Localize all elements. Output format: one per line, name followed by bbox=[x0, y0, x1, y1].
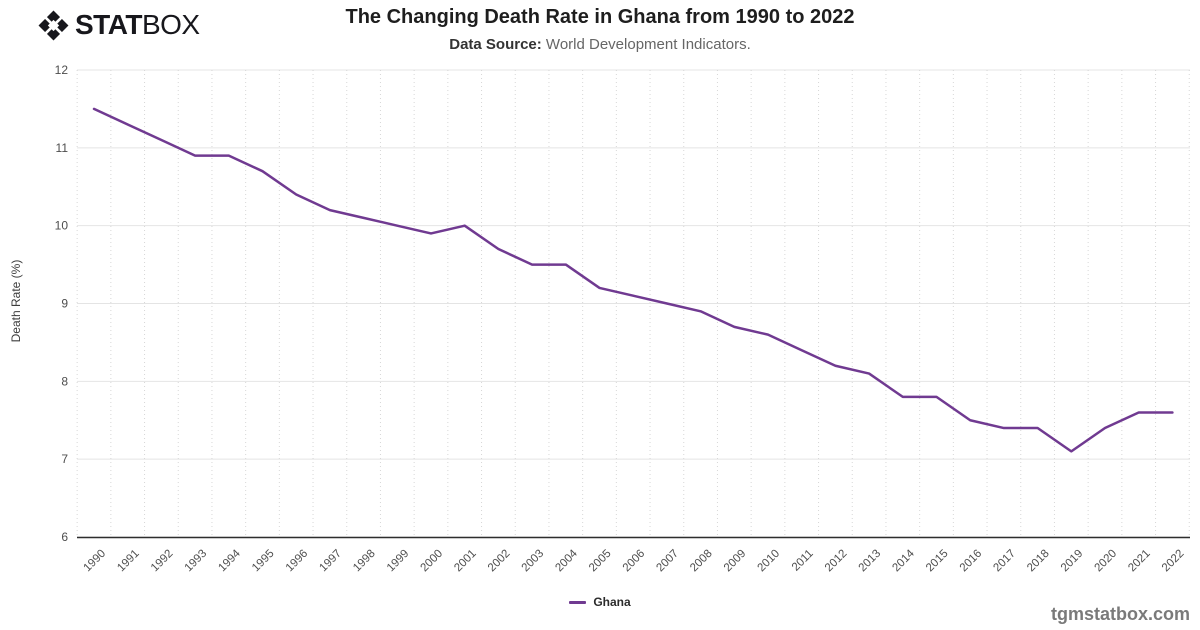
watermark-text: tgmstatbox.com bbox=[1050, 604, 1190, 624]
x-tick-label: 2016 bbox=[958, 548, 985, 575]
y-tick-label: 7 bbox=[61, 452, 68, 466]
x-tick-label: 1990 bbox=[82, 548, 109, 575]
x-tick-label: 1997 bbox=[317, 548, 344, 575]
x-tick-label: 2004 bbox=[553, 547, 580, 574]
x-tick-label: 2010 bbox=[756, 548, 783, 575]
x-tick-label: 1993 bbox=[183, 548, 210, 575]
x-tick-label: 2015 bbox=[924, 548, 951, 575]
x-tick-label: 2017 bbox=[991, 548, 1018, 575]
chart-title: The Changing Death Rate in Ghana from 19… bbox=[345, 6, 855, 28]
statbox-logo: STATBOX bbox=[38, 9, 200, 41]
x-tick-label: 2007 bbox=[654, 548, 681, 575]
legend-series-label: Ghana bbox=[593, 595, 631, 609]
x-tick-label: 2022 bbox=[1160, 548, 1187, 575]
x-tick-label: 1999 bbox=[385, 548, 412, 575]
y-tick-label: 9 bbox=[61, 297, 68, 311]
x-tick-label: 1991 bbox=[115, 548, 142, 575]
x-tick-label: 2013 bbox=[857, 548, 884, 575]
x-tick-label: 2011 bbox=[790, 548, 816, 574]
y-tick-label: 11 bbox=[56, 141, 69, 155]
logo-wordmark: STATBOX bbox=[75, 9, 200, 41]
chart-subtitle: Data Source: World Development Indicator… bbox=[0, 36, 1200, 53]
x-tick-label: 1994 bbox=[216, 547, 243, 574]
x-tick-label: 2006 bbox=[621, 548, 648, 575]
x-tick-label: 2001 bbox=[452, 548, 479, 575]
y-tick-label: 10 bbox=[55, 219, 69, 233]
x-tick-label: 2002 bbox=[486, 548, 513, 575]
x-tick-label: 2009 bbox=[722, 548, 749, 575]
data-source-label: Data Source: bbox=[449, 36, 542, 53]
y-tick-label: 8 bbox=[61, 374, 68, 388]
y-tick-label: 12 bbox=[55, 63, 69, 77]
x-tick-label: 2003 bbox=[520, 548, 547, 575]
logo-box-text: BOX bbox=[141, 9, 200, 40]
x-tick-label: 2005 bbox=[587, 548, 614, 575]
x-tick-label: 1998 bbox=[351, 548, 378, 575]
statbox-diamond-icon bbox=[38, 10, 69, 40]
x-tick-label: 2018 bbox=[1025, 548, 1052, 575]
legend-line-swatch bbox=[569, 600, 587, 604]
x-tick-label: 2012 bbox=[823, 548, 850, 575]
legend: Ghana bbox=[0, 595, 1200, 609]
x-tick-label: 1995 bbox=[250, 548, 277, 575]
x-tick-label: 2008 bbox=[688, 548, 715, 575]
series-line-ghana bbox=[92, 107, 1174, 453]
x-tick-label: 2020 bbox=[1093, 548, 1120, 575]
x-tick-label: 2014 bbox=[890, 547, 917, 574]
y-tick-label: 6 bbox=[61, 530, 68, 544]
x-tick-label: 2021 bbox=[1126, 548, 1153, 575]
x-tick-label: 1996 bbox=[284, 548, 311, 575]
x-tick-label: 2000 bbox=[419, 548, 446, 575]
logo-stat-text: STAT bbox=[75, 9, 142, 40]
x-tick-label: 2019 bbox=[1059, 548, 1086, 575]
data-source-text: World Development Indicators. bbox=[541, 36, 751, 53]
x-tick-label: 1992 bbox=[149, 548, 176, 575]
